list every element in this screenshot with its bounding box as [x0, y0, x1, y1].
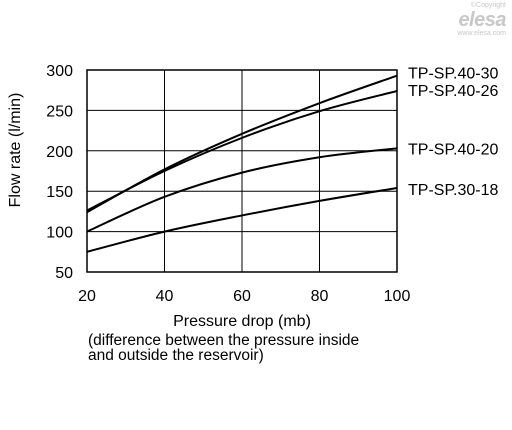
y-tick-label: 300 — [46, 63, 73, 80]
x-tick-label: 60 — [233, 288, 251, 305]
y-tick-label: 200 — [46, 144, 73, 161]
series-label: TP-SP.40-30 — [408, 66, 499, 83]
series-label: TP-SP.40-20 — [408, 141, 499, 158]
x-tick-label: 100 — [384, 288, 411, 305]
series-label: TP-SP.40-26 — [408, 83, 499, 100]
series-line — [86, 186, 398, 253]
y-tick-label: 150 — [46, 184, 73, 201]
y-tick-label: 250 — [46, 103, 73, 120]
y-tick-label: 100 — [46, 225, 73, 242]
chart-lines — [86, 74, 398, 253]
x-tick-label: 80 — [311, 288, 329, 305]
x-axis-note-line-1: (difference between the pressure inside — [88, 332, 360, 349]
series-label: TP-SP.30-18 — [408, 182, 499, 199]
y-tick-label: 50 — [55, 265, 73, 282]
chart-ticks: 20 40 60 80 100 50 100 150 200 250 300 — [46, 63, 410, 305]
x-tick-label: 20 — [78, 288, 96, 305]
series-line — [86, 147, 398, 233]
x-axis-label: Pressure drop (mb) — [173, 313, 311, 330]
watermark-url: www.elesa.com — [457, 30, 506, 37]
x-axis-note: (difference between the pressure inside … — [88, 332, 360, 364]
watermark-brand: elesa — [458, 9, 506, 31]
elesa-watermark-logo: ©Copyright elesa www.elesa.com — [457, 2, 506, 38]
chart-grid — [87, 70, 397, 272]
plot-frame — [86, 69, 398, 273]
x-axis-note-line-2: and outside the reservoir) — [88, 347, 264, 364]
watermark-copyright: ©Copyright — [470, 2, 506, 9]
series-line — [86, 90, 398, 212]
y-axis-label: Flow rate (l/min) — [7, 93, 24, 208]
x-tick-label: 40 — [156, 288, 174, 305]
